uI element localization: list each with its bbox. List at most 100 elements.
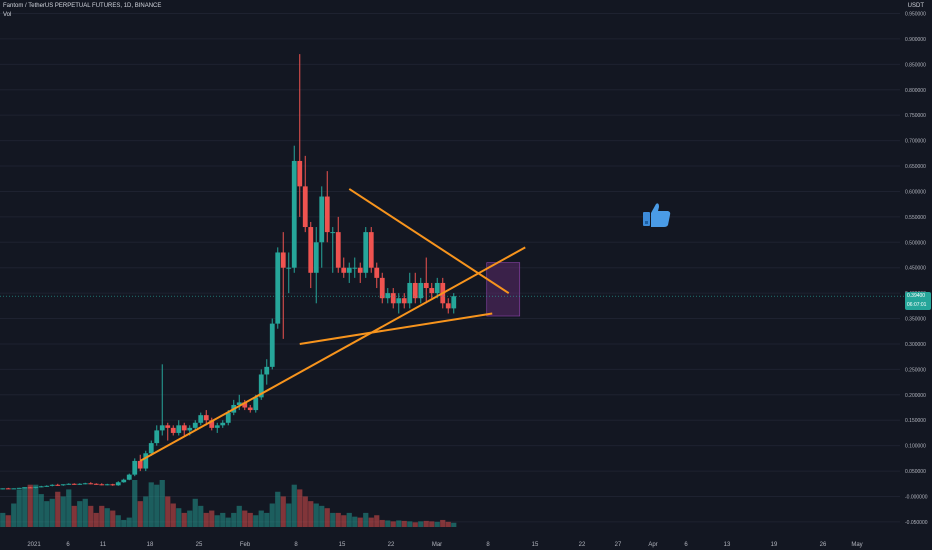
time-tick-label: 2021 [27, 542, 41, 548]
volume-bar [110, 510, 116, 527]
volume-bar [396, 520, 402, 527]
candle-body [396, 298, 402, 304]
volume-bar [324, 508, 330, 527]
candle-body [44, 485, 50, 487]
currency-label: USDT [907, 3, 924, 9]
candle-body [143, 453, 149, 469]
candle-body [187, 427, 193, 431]
candle-body [242, 402, 248, 408]
volume-bar [390, 521, 396, 527]
time-tick-label: 19 [771, 542, 778, 548]
price-tick-label: 0.800000 [905, 88, 926, 94]
volume-bar [88, 505, 94, 527]
candle-body [412, 282, 418, 299]
candle-body [346, 267, 352, 273]
volume-bar [247, 512, 253, 527]
volume-bar [60, 496, 66, 527]
candle-body [352, 267, 358, 269]
time-tick-label: 6 [66, 542, 70, 548]
candle-body [88, 483, 94, 485]
volume-bar [418, 521, 424, 527]
indicator-label-vol[interactable]: Vol [3, 12, 12, 18]
volume-bar [253, 515, 259, 527]
candle-body [82, 483, 88, 485]
candle-body [269, 323, 275, 367]
candle-body [60, 484, 66, 486]
volume-bar [66, 489, 72, 527]
volume-bar [132, 480, 138, 527]
candle-body [126, 474, 132, 480]
volume-bar [181, 512, 187, 527]
volume-bar [451, 522, 457, 527]
price-tick-label: 0.450000 [905, 266, 926, 272]
volume-bar [407, 521, 413, 527]
candle-body [115, 482, 121, 486]
volume-bar [319, 505, 325, 527]
volume-bar [275, 491, 281, 527]
candle-body [275, 252, 281, 324]
candle-body [291, 160, 297, 268]
candle-body [330, 232, 336, 234]
volume-bar [363, 512, 369, 527]
volume-bar [148, 482, 154, 527]
candle-body [214, 425, 220, 428]
price-tick-label: 0.950000 [905, 12, 926, 18]
trendline [348, 188, 510, 294]
price-tick-label: 0.750000 [905, 113, 926, 119]
volume-bar [335, 512, 341, 527]
volume-bar [49, 498, 55, 527]
time-tick-label: 8 [294, 542, 298, 548]
volume-bar [280, 496, 286, 527]
symbol-title[interactable]: Fantom / TetherUS PERPETUAL FUTURES, 1D,… [3, 3, 162, 9]
candle-body [225, 412, 231, 423]
candle-body [341, 267, 347, 273]
volume-bar [170, 503, 176, 527]
volume-bar [143, 496, 149, 527]
candle-body [368, 232, 374, 268]
volume-bar [198, 505, 204, 527]
time-tick-label: 18 [147, 542, 154, 548]
candle-body [379, 277, 385, 299]
time-tick-label: May [851, 542, 862, 548]
candle-body [302, 186, 308, 228]
time-tick-label: 11 [100, 542, 107, 548]
candle-body [198, 415, 204, 423]
thumbs-up-icon [642, 200, 672, 230]
volume-bar [357, 517, 363, 527]
candle-body [159, 425, 165, 431]
volume-bar [209, 510, 215, 527]
price-tick-label: 0.300000 [905, 342, 926, 348]
volume-bar [440, 519, 446, 527]
candle-body [418, 282, 424, 299]
candle-body [176, 425, 182, 433]
candle-body [280, 252, 286, 268]
candle-body [308, 227, 314, 273]
candle-body [55, 484, 61, 486]
candle-body [33, 486, 39, 488]
candle-body [203, 415, 209, 421]
candle-body [5, 488, 11, 490]
candle-body [385, 293, 391, 299]
candle-body [181, 425, 187, 431]
candle-body [104, 484, 110, 486]
volume-bar [77, 501, 83, 527]
candle-body [451, 296, 457, 309]
candle-body [27, 487, 33, 489]
candle-body [407, 282, 413, 304]
candle-body [49, 484, 55, 486]
candle-body [93, 483, 99, 485]
volume-bar [126, 517, 132, 527]
volume-bar [434, 521, 440, 527]
candle-body [335, 232, 341, 268]
time-tick-label: 6 [684, 542, 688, 548]
time-tick-label: 15 [532, 542, 539, 548]
candle-body [220, 422, 226, 426]
candle-body [99, 484, 105, 486]
volume-bar [445, 521, 451, 527]
volume-bar [368, 517, 374, 527]
price-tick-label: 0.350000 [905, 317, 926, 323]
candle-body [38, 486, 44, 488]
volume-bar [176, 508, 182, 527]
price-tick-label: 0.200000 [905, 393, 926, 399]
